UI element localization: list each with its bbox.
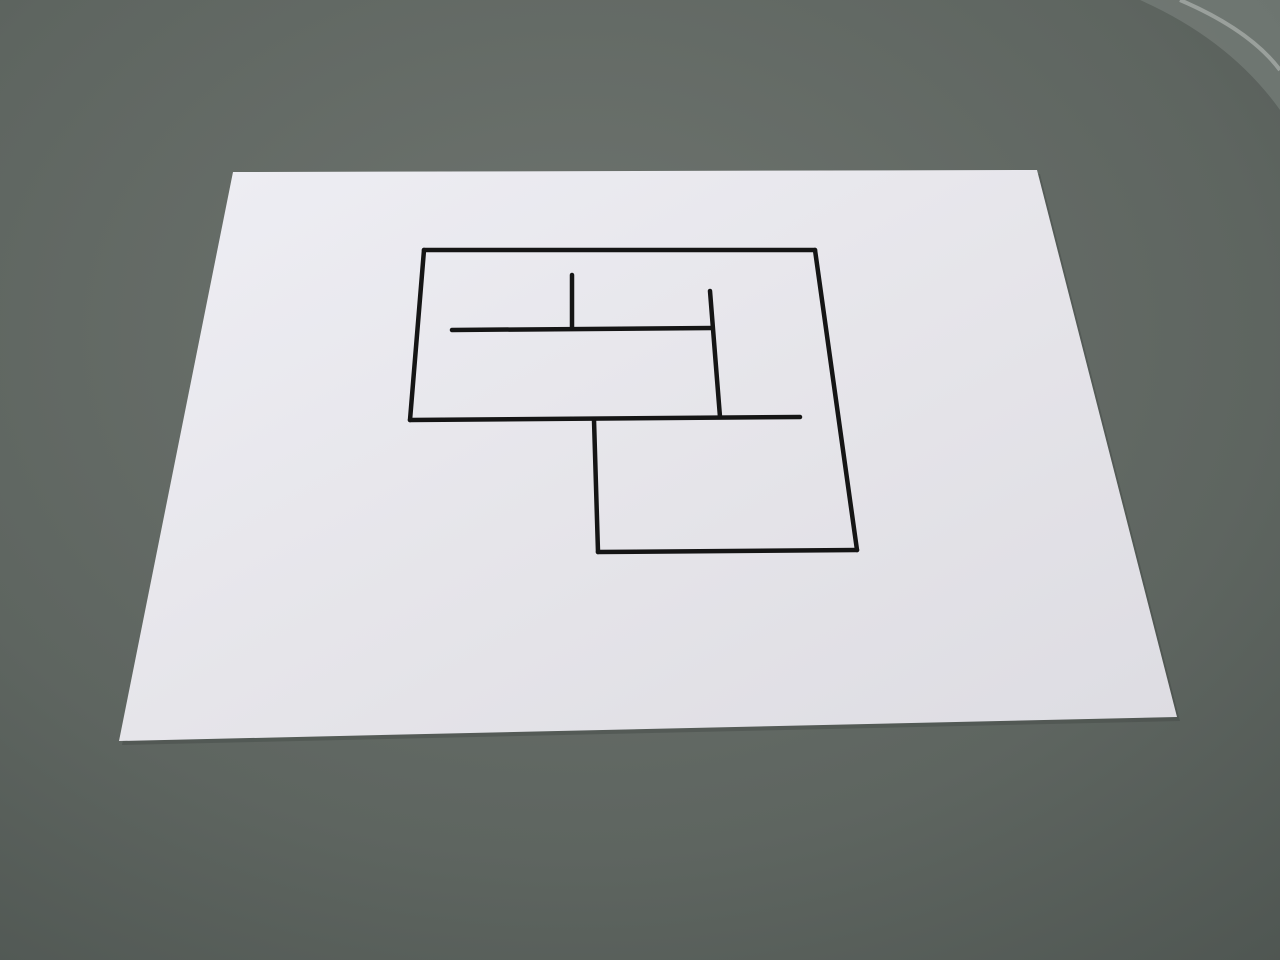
wall: [591, 417, 601, 555]
wall: [407, 247, 427, 423]
wall: [449, 325, 715, 333]
wall: [707, 288, 723, 420]
wall: [407, 414, 803, 423]
wall: [812, 247, 860, 553]
floor-plan: [407, 247, 860, 555]
glare: [1140, 0, 1280, 110]
rim: [1179, 0, 1280, 72]
paper: [119, 170, 1177, 741]
wall: [595, 547, 860, 555]
